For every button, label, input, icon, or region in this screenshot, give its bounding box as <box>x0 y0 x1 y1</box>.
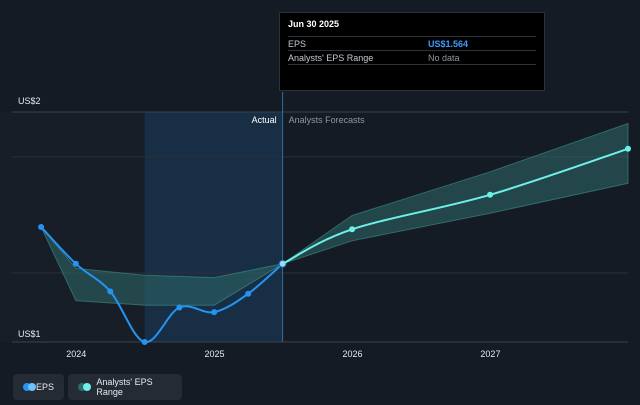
tooltip-eps-value: US$1.564 <box>428 38 469 49</box>
legend-eps-label: EPS <box>35 382 54 392</box>
forecast-line <box>282 147 629 265</box>
actual-highlight-region <box>144 112 283 342</box>
range-legend-swatch-icon <box>78 383 91 391</box>
eps-data-point[interactable] <box>107 288 114 295</box>
tooltip-row-eps: EPS US$1.564 <box>288 36 536 50</box>
eps-line <box>40 226 284 344</box>
x-tick-label: 2027 <box>480 349 500 359</box>
x-tick-label: 2026 <box>342 349 362 359</box>
actual-section-label: Actual <box>252 115 277 125</box>
series-layer <box>38 145 631 345</box>
legend-range-label: Analysts' EPS Range <box>96 377 153 397</box>
eps-data-point[interactable] <box>245 290 252 297</box>
eps-data-point[interactable] <box>211 309 218 316</box>
tooltip-eps-label: EPS <box>288 38 307 49</box>
x-tick-label: 2025 <box>205 349 225 359</box>
eps-data-point[interactable] <box>38 224 45 230</box>
legend-item-eps[interactable]: EPS <box>13 374 64 400</box>
eps-data-point[interactable] <box>141 339 148 345</box>
y-tick-label-top: US$2 <box>18 96 41 106</box>
tooltip-date: Jun 30 2025 <box>288 19 340 29</box>
forecast-data-point[interactable] <box>487 191 494 198</box>
forecast-data-point[interactable] <box>349 226 356 233</box>
eps-legend-swatch-icon <box>23 383 36 391</box>
legend-item-eps-range[interactable]: Analysts' EPS Range <box>68 374 182 400</box>
hover-tooltip: Jun 30 2025 EPS US$1.564 Analysts' EPS R… <box>279 12 545 91</box>
tooltip-range-label: Analysts' EPS Range <box>288 52 374 63</box>
eps-data-point[interactable] <box>72 260 79 267</box>
forecast-data-point[interactable] <box>625 145 631 152</box>
y-tick-label-bottom: US$1 <box>18 329 41 339</box>
x-tick-label: 2024 <box>66 349 86 359</box>
tooltip-row-range: Analysts' EPS Range No data <box>288 50 536 65</box>
tooltip-range-value: No data <box>428 52 460 63</box>
eps-data-point[interactable] <box>176 304 183 311</box>
forecast-section-label: Analysts Forecasts <box>289 115 366 125</box>
x-axis-ticks: 2024 2025 2026 2027 <box>66 349 500 359</box>
